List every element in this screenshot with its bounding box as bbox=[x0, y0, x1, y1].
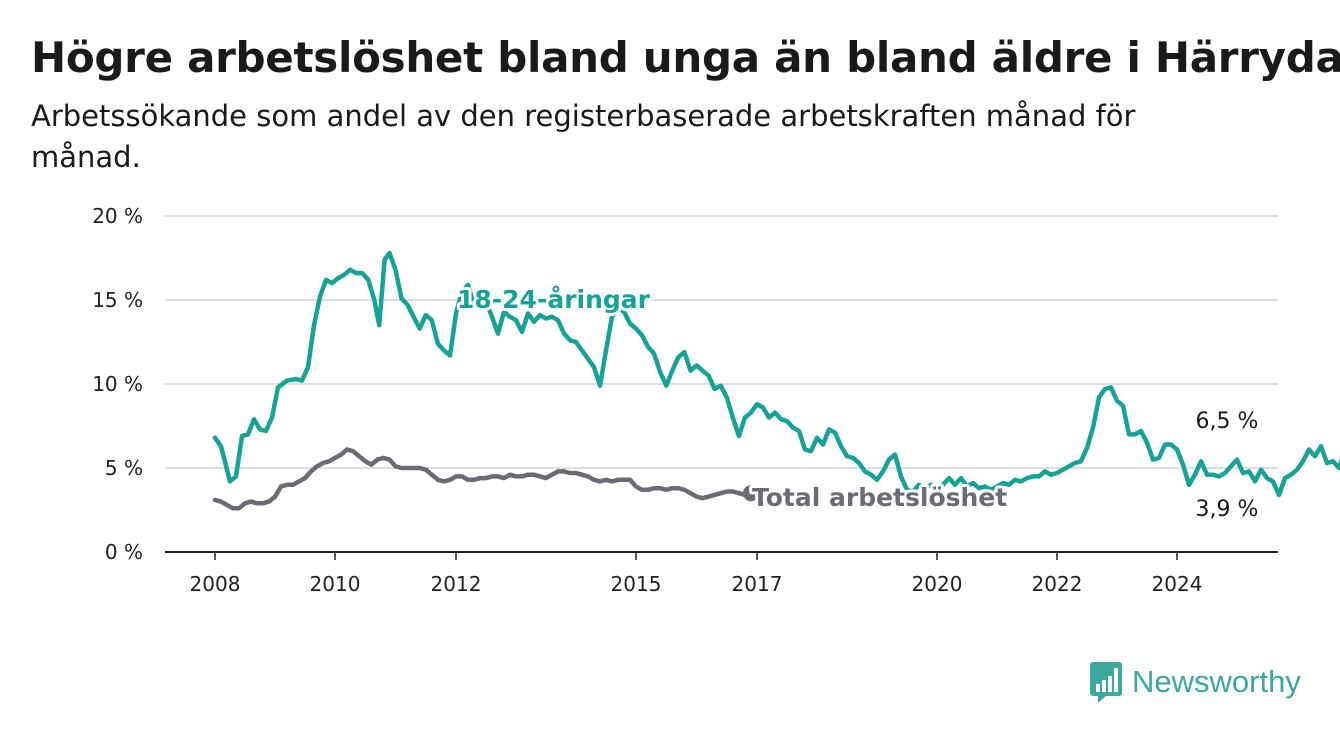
end-value-total: 3,9 % bbox=[1196, 497, 1259, 522]
series-label-youth: 18-24-åringar bbox=[457, 285, 651, 314]
series-label-total: Total arbetslöshet bbox=[752, 483, 1007, 512]
x-tick-label: 2022 bbox=[1032, 572, 1083, 596]
chart-title: Högre arbetslöshet bland unga än bland ä… bbox=[31, 33, 1340, 82]
x-axis-ticks: 2008 2010 2012 2015 2017 2020 2022 2024 bbox=[190, 552, 1203, 596]
y-axis-ticks: 0 % 5 % 10 % 15 % 20 % bbox=[92, 204, 143, 564]
y-tick-label: 20 % bbox=[92, 204, 143, 228]
x-tick-label: 2017 bbox=[732, 572, 783, 596]
series-line-0 bbox=[212, 250, 1340, 498]
newsworthy-logo: Newsworthy bbox=[1088, 660, 1301, 704]
y-tick-label: 15 % bbox=[92, 288, 143, 312]
end-value-youth: 6,5 % bbox=[1196, 409, 1259, 434]
series-line-1 bbox=[212, 447, 754, 511]
chart-subtitle: Arbetssökande som andel av den registerb… bbox=[31, 99, 1136, 174]
brand-name: Newsworthy bbox=[1132, 664, 1301, 699]
gridlines bbox=[165, 215, 1278, 553]
y-tick-label: 0 % bbox=[105, 540, 143, 564]
x-tick-label: 2024 bbox=[1152, 572, 1203, 596]
x-tick-label: 2010 bbox=[310, 572, 361, 596]
series-labels: 18-24-åringar Total arbetslöshet 6,5 % 3,9 … bbox=[454, 282, 1261, 525]
x-tick-label: 2008 bbox=[190, 572, 241, 596]
series-end-dot-1 bbox=[742, 485, 759, 502]
x-tick-label: 2020 bbox=[912, 572, 963, 596]
bar-chart-icon bbox=[1090, 662, 1122, 703]
x-tick-label: 2012 bbox=[431, 572, 482, 596]
series-lines bbox=[212, 250, 1340, 511]
x-tick-label: 2015 bbox=[611, 572, 662, 596]
y-tick-label: 5 % bbox=[105, 456, 143, 480]
y-tick-label: 10 % bbox=[92, 372, 143, 396]
